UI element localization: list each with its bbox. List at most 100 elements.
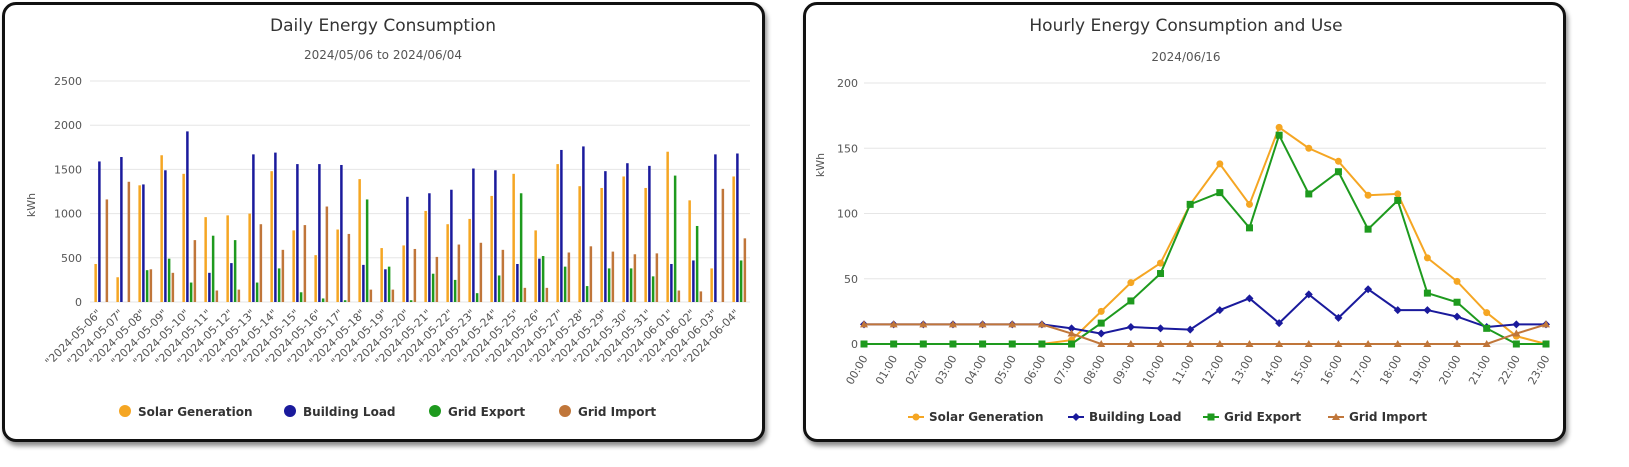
- bar-solar-generation: [556, 164, 559, 302]
- point-building-load: [1215, 306, 1224, 315]
- legend-marker: [559, 405, 571, 417]
- bar-solar-generation: [380, 248, 383, 302]
- legend-marker: [429, 405, 441, 417]
- x-tick-label: 08:00: [1081, 353, 1108, 387]
- point-grid-export: [1186, 200, 1194, 208]
- line-solar-generation: [864, 125, 1547, 345]
- bar-building-load: [648, 165, 651, 302]
- x-tick-label: 22:00: [1496, 353, 1523, 387]
- bar-building-load: [120, 157, 123, 302]
- point-building-load: [1393, 306, 1402, 315]
- bar-solar-generation: [732, 176, 735, 302]
- bar-grid-import: [677, 290, 681, 302]
- legend-marker: [1072, 413, 1080, 421]
- legend-item: Building Load: [303, 405, 396, 419]
- x-tick-label: 01:00: [873, 353, 900, 387]
- point-grid-export: [919, 340, 927, 348]
- point-grid-export: [1453, 298, 1461, 306]
- point-grid-import: [1423, 340, 1432, 347]
- bar-solar-generation: [182, 173, 185, 302]
- point-grid-import: [1067, 329, 1076, 337]
- bar-building-load: [208, 272, 211, 302]
- point-grid-export: [1097, 319, 1105, 327]
- bar-solar-generation: [116, 277, 119, 302]
- bar-grid-import: [215, 290, 219, 302]
- bar-grid-import: [347, 233, 351, 302]
- bar-solar-generation: [314, 255, 317, 302]
- point-grid-export: [1512, 340, 1520, 348]
- point-grid-import: [1186, 340, 1195, 347]
- point-grid-export: [979, 340, 987, 348]
- point-building-load: [1275, 319, 1284, 328]
- point-solar-generation: [1483, 309, 1491, 317]
- bar-building-load: [538, 258, 541, 302]
- point-building-load: [1097, 329, 1106, 338]
- bar-solar-generation: [490, 195, 493, 302]
- point-grid-import: [1453, 340, 1462, 347]
- bar-building-load: [714, 154, 717, 302]
- bar-building-load: [736, 153, 739, 302]
- bar-grid-export: [321, 298, 325, 302]
- point-grid-export: [1305, 190, 1313, 198]
- point-building-load: [1156, 324, 1165, 333]
- bar-grid-import: [391, 289, 395, 302]
- bar-grid-import: [435, 256, 439, 302]
- point-grid-import: [1364, 340, 1373, 347]
- point-grid-export: [1008, 340, 1016, 348]
- bar-building-load: [318, 164, 321, 302]
- bar-grid-import: [171, 272, 175, 302]
- bar-grid-import: [237, 289, 241, 302]
- point-building-load: [1423, 306, 1432, 315]
- point-solar-generation: [1334, 157, 1342, 165]
- legend-marker: [119, 405, 131, 417]
- bar-grid-import: [413, 248, 417, 302]
- bar-grid-export: [167, 258, 171, 302]
- x-tick-label: 16:00: [1318, 353, 1345, 387]
- bar-solar-generation: [644, 187, 647, 302]
- point-grid-export: [1334, 168, 1342, 176]
- bar-grid-export: [365, 199, 369, 302]
- bar-building-load: [384, 269, 387, 302]
- bar-solar-generation: [402, 245, 405, 302]
- bar-solar-generation: [94, 263, 97, 302]
- point-building-load: [1126, 323, 1135, 332]
- bar-grid-import: [193, 240, 197, 302]
- bar-building-load: [164, 170, 167, 302]
- point-building-load: [1364, 285, 1373, 294]
- bar-building-load: [142, 184, 145, 302]
- bar-solar-generation: [248, 213, 251, 302]
- bar-grid-import: [699, 291, 703, 302]
- point-grid-import: [1008, 320, 1017, 328]
- legend-item: Grid Export: [448, 405, 525, 419]
- bar-grid-import: [457, 244, 461, 302]
- point-grid-export: [1542, 340, 1550, 348]
- point-grid-import: [1482, 340, 1491, 347]
- y-tick-label: 2500: [54, 75, 82, 88]
- bar-building-load: [186, 131, 189, 302]
- x-tick-label: 03:00: [932, 353, 959, 387]
- bar-solar-generation: [270, 171, 273, 302]
- daily-energy-chart: Daily Energy Consumption 2024/05/06 to 2…: [25, 16, 750, 419]
- point-grid-export: [1423, 289, 1431, 297]
- bar-solar-generation: [578, 186, 581, 302]
- point-solar-generation: [1097, 307, 1105, 315]
- bar-grid-import: [567, 252, 571, 302]
- bar-building-load: [362, 264, 365, 302]
- y-tick-label: 1000: [54, 208, 82, 221]
- legend-marker: [1332, 413, 1340, 420]
- bar-grid-import: [479, 242, 483, 302]
- legend-marker: [912, 413, 920, 421]
- bar-building-load: [230, 263, 233, 302]
- bar-solar-generation: [534, 230, 537, 302]
- point-solar-generation: [1127, 279, 1135, 287]
- hourly-energy-chart: Hourly Energy Consumption and Use 2024/0…: [814, 16, 1553, 424]
- y-tick-label: 200: [837, 77, 858, 90]
- bar-building-load: [472, 168, 475, 302]
- bar-solar-generation: [512, 173, 515, 302]
- bar-solar-generation: [666, 151, 669, 302]
- bar-grid-export: [695, 225, 699, 302]
- point-solar-generation: [1275, 123, 1283, 131]
- bar-solar-generation: [622, 176, 625, 302]
- point-grid-export: [1216, 189, 1224, 197]
- bar-grid-export: [629, 268, 633, 302]
